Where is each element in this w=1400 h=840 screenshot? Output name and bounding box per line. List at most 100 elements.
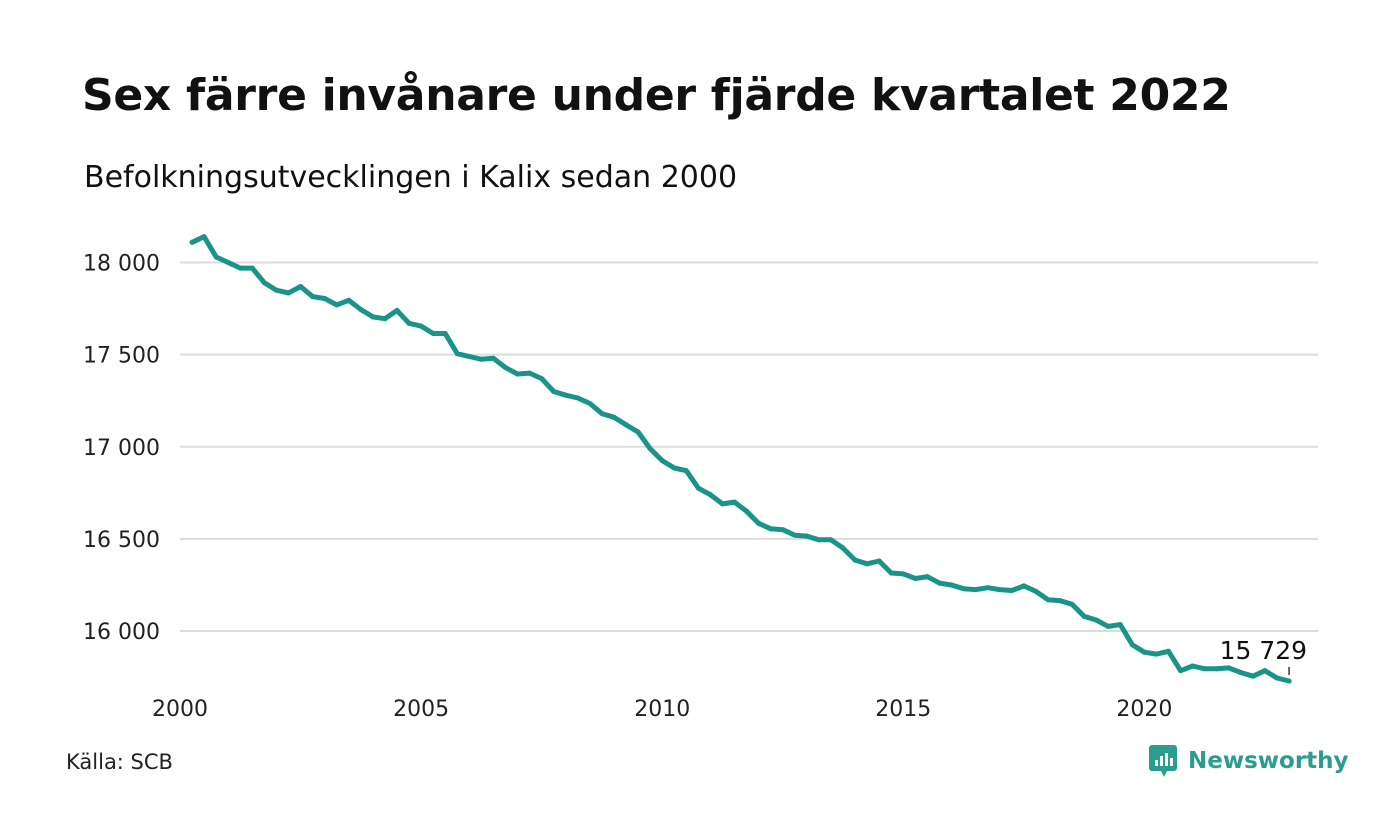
data-point xyxy=(1057,598,1063,604)
data-point xyxy=(768,526,774,532)
data-point xyxy=(900,571,906,577)
data-point xyxy=(852,557,858,563)
data-point xyxy=(551,389,557,395)
x-tick-label: 2005 xyxy=(393,697,449,722)
data-point xyxy=(647,446,653,452)
data-point xyxy=(587,400,593,406)
data-point xyxy=(466,354,472,360)
data-point xyxy=(1262,668,1268,674)
data-point xyxy=(1093,617,1099,623)
y-tick-label: 17 500 xyxy=(83,344,160,369)
x-axis-ticks: 2000 2005 2010 2015 2020 xyxy=(152,697,1172,722)
data-point xyxy=(973,587,979,593)
data-point xyxy=(1190,663,1196,669)
data-point xyxy=(563,392,569,398)
data-point xyxy=(394,307,400,313)
data-point xyxy=(1045,597,1051,603)
data-point xyxy=(430,330,436,336)
gridlines xyxy=(180,261,1318,633)
data-point xyxy=(1033,588,1039,594)
data-point xyxy=(454,351,460,357)
data-point xyxy=(442,330,448,336)
data-point xyxy=(358,307,364,313)
y-tick-label: 18 000 xyxy=(83,252,160,277)
y-tick-label: 16 500 xyxy=(83,528,160,553)
data-point xyxy=(322,295,328,301)
data-point xyxy=(1129,642,1135,648)
x-tick-label: 2015 xyxy=(875,697,931,722)
data-point xyxy=(719,501,725,507)
end-label-group: 15 729 xyxy=(1220,636,1307,675)
data-point xyxy=(237,265,243,271)
data-point xyxy=(1250,673,1256,679)
data-point xyxy=(261,280,267,286)
data-point xyxy=(406,320,412,326)
data-point xyxy=(1153,651,1159,657)
data-point xyxy=(1238,669,1244,675)
data-point xyxy=(635,429,641,435)
data-point xyxy=(1105,623,1111,629)
data-point xyxy=(816,537,822,543)
data-point xyxy=(949,582,955,588)
data-point xyxy=(478,356,484,362)
data-point xyxy=(539,376,545,382)
data-point xyxy=(1286,678,1292,684)
data-point xyxy=(1274,675,1280,681)
data-point xyxy=(780,527,786,533)
data-point xyxy=(599,411,605,417)
chart-title: Sex färre invånare under fjärde kvartale… xyxy=(82,70,1231,121)
data-point xyxy=(1141,649,1147,655)
data-point xyxy=(1202,666,1208,672)
data-point xyxy=(1178,668,1184,674)
data-point xyxy=(490,355,496,361)
data-point xyxy=(382,316,388,322)
data-point xyxy=(273,287,279,293)
data-point xyxy=(912,576,918,582)
data-point xyxy=(1226,665,1232,671)
data-point xyxy=(189,239,195,245)
data-point xyxy=(1069,601,1075,607)
data-point xyxy=(1117,622,1123,628)
data-point xyxy=(756,520,762,526)
data-point xyxy=(527,370,533,376)
data-point xyxy=(1081,613,1087,619)
data-point xyxy=(744,508,750,514)
data-point xyxy=(249,265,255,271)
data-point xyxy=(985,585,991,591)
data-point xyxy=(671,465,677,471)
x-tick-label: 2010 xyxy=(634,697,690,722)
data-point xyxy=(1214,666,1220,672)
data-point xyxy=(334,302,340,308)
y-axis-ticks: 16 000 16 500 17 000 17 500 18 000 xyxy=(83,252,160,646)
brand-logo[interactable]: Newsworthy xyxy=(1148,744,1349,778)
data-point xyxy=(997,587,1003,593)
data-point xyxy=(418,323,424,329)
series-line xyxy=(189,234,1292,684)
data-point xyxy=(683,468,689,474)
y-tick-label: 16 000 xyxy=(83,620,160,645)
data-point xyxy=(876,558,882,564)
data-point xyxy=(732,499,738,505)
data-point xyxy=(840,545,846,551)
data-point xyxy=(804,533,810,539)
data-point xyxy=(936,580,942,586)
data-point xyxy=(961,586,967,592)
data-point xyxy=(346,297,352,303)
data-point xyxy=(888,570,894,576)
data-point xyxy=(298,283,304,289)
source-note: Källa: SCB xyxy=(66,750,173,774)
chart-subtitle: Befolkningsutvecklingen i Kalix sedan 20… xyxy=(84,160,738,195)
y-tick-label: 17 000 xyxy=(83,436,160,461)
x-tick-label: 2020 xyxy=(1116,697,1172,722)
data-point xyxy=(575,395,581,401)
data-point xyxy=(924,574,930,580)
data-point xyxy=(864,561,870,567)
data-point xyxy=(515,371,521,377)
data-point xyxy=(201,234,207,240)
data-point xyxy=(370,314,376,320)
data-point xyxy=(1009,588,1015,594)
data-point xyxy=(225,260,231,266)
newsworthy-logo-icon xyxy=(1149,745,1177,777)
brand-name: Newsworthy xyxy=(1188,748,1349,774)
